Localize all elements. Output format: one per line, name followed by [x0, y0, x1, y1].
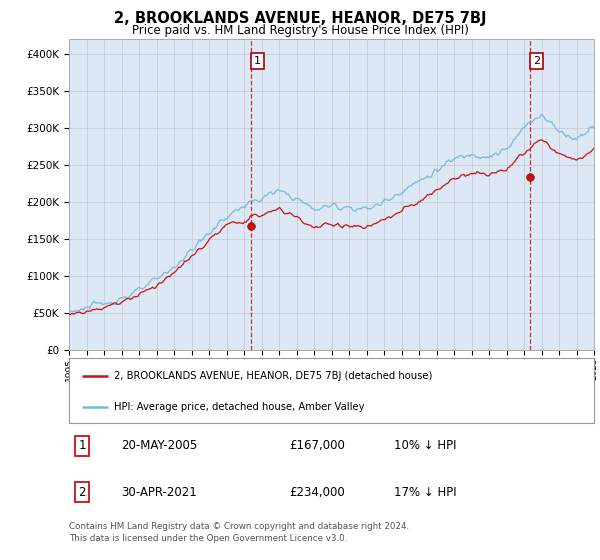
Text: £167,000: £167,000 [290, 440, 346, 452]
Text: 2: 2 [79, 486, 86, 498]
Text: 17% ↓ HPI: 17% ↓ HPI [395, 486, 457, 498]
Text: 2, BROOKLANDS AVENUE, HEANOR, DE75 7BJ (detached house): 2, BROOKLANDS AVENUE, HEANOR, DE75 7BJ (… [113, 371, 432, 381]
Text: 30-APR-2021: 30-APR-2021 [121, 486, 197, 498]
Text: 2: 2 [533, 56, 541, 66]
Text: Contains HM Land Registry data © Crown copyright and database right 2024.
This d: Contains HM Land Registry data © Crown c… [69, 522, 409, 543]
Text: Price paid vs. HM Land Registry's House Price Index (HPI): Price paid vs. HM Land Registry's House … [131, 24, 469, 37]
Text: £234,000: £234,000 [290, 486, 345, 498]
Text: 20-MAY-2005: 20-MAY-2005 [121, 440, 198, 452]
Text: 10% ↓ HPI: 10% ↓ HPI [395, 440, 457, 452]
Text: 2, BROOKLANDS AVENUE, HEANOR, DE75 7BJ: 2, BROOKLANDS AVENUE, HEANOR, DE75 7BJ [114, 11, 486, 26]
Text: HPI: Average price, detached house, Amber Valley: HPI: Average price, detached house, Ambe… [113, 402, 364, 412]
Text: 1: 1 [254, 56, 261, 66]
Text: 1: 1 [79, 440, 86, 452]
